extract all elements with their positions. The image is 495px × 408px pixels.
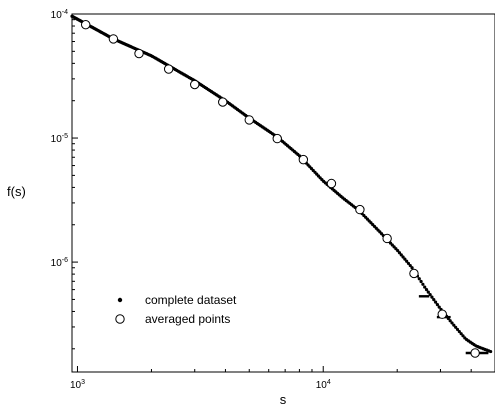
legend: complete dataset averaged points — [115, 293, 237, 326]
averaged-point — [272, 133, 282, 144]
averaged-point — [108, 34, 119, 44]
data-point-dot — [403, 257, 407, 261]
y-axis-title: f(s) — [7, 184, 26, 199]
plot-area — [71, 13, 495, 373]
averaged-point — [470, 348, 480, 358]
x-tick-label: 104 — [316, 379, 331, 391]
x-axis-title: s — [280, 392, 287, 407]
data-point-dot — [406, 261, 411, 266]
averaged-point — [244, 115, 254, 125]
data-point-dot — [419, 279, 423, 284]
series-averaged-points — [80, 19, 480, 358]
data-point-dot — [397, 251, 402, 255]
averaged-point — [326, 178, 337, 189]
data-point-dot — [426, 290, 430, 294]
averaged-point — [409, 268, 419, 279]
legend-dot-marker — [117, 297, 123, 303]
legend-label-complete-dataset: complete dataset — [145, 293, 237, 307]
legend-circle-marker — [115, 314, 125, 324]
data-point-dot — [435, 303, 440, 307]
data-point-dot — [433, 300, 438, 304]
data-point-dot — [396, 249, 400, 253]
averaged-point — [163, 64, 174, 74]
x-tick-label: 103 — [70, 379, 85, 391]
data-point-dot — [417, 277, 421, 281]
data-point-dot — [399, 253, 403, 257]
data-point-dot — [459, 332, 463, 336]
data-point-dot — [452, 323, 456, 327]
y-tick-label: 10-5 — [51, 133, 68, 145]
data-point-dot — [424, 288, 429, 292]
averaged-point — [382, 233, 392, 244]
data-point-dot — [408, 263, 412, 268]
averaged-point — [80, 19, 91, 30]
data-point-dot — [432, 298, 436, 302]
data-point-dot — [489, 349, 493, 354]
data-point-dot — [450, 321, 454, 325]
tick-labels: 103 104 10-6 10-5 10-4 — [51, 9, 331, 391]
y-tick-label: 10-6 — [51, 257, 68, 269]
data-point-dot — [448, 319, 452, 323]
data-point-dot — [410, 266, 414, 270]
data-point-dot — [430, 295, 434, 299]
data-point-dot — [437, 305, 441, 309]
data-point-dot — [461, 334, 465, 338]
averaged-point — [355, 204, 365, 215]
data-point-dot — [423, 285, 427, 289]
data-point-dot — [428, 293, 432, 297]
averaged-point — [134, 48, 144, 59]
data-point-dot — [455, 327, 460, 332]
axis-ticks — [72, 13, 495, 372]
averaged-point — [437, 309, 447, 319]
data-point-dot — [401, 255, 405, 259]
averaged-point — [190, 79, 200, 90]
data-point-dot — [457, 329, 461, 334]
legend-label-averaged-points: averaged points — [145, 312, 230, 326]
data-point-dot — [405, 259, 409, 263]
averaged-point — [218, 97, 228, 107]
y-tick-label: 10-4 — [51, 9, 68, 21]
data-point-dot — [454, 325, 458, 329]
averaged-point — [298, 154, 309, 165]
data-point-dot — [421, 282, 425, 286]
